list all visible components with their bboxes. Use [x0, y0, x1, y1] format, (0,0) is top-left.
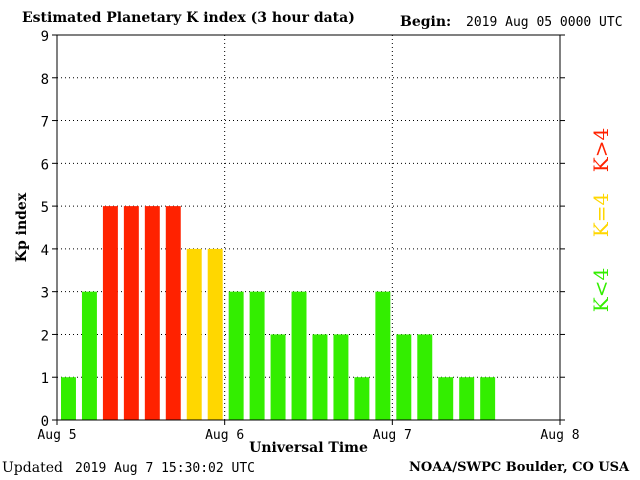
kp-bar: [480, 377, 496, 420]
begin-label: Begin:: [400, 14, 452, 30]
kp-bar: [291, 291, 307, 420]
kp-bar: [102, 206, 118, 420]
updated-value: 2019 Aug 7 15:30:02 UTC: [75, 461, 256, 476]
y-tick-label: 5: [41, 200, 49, 216]
kp-bar: [228, 291, 244, 420]
y-tick-label: 8: [41, 72, 49, 88]
kp-bar: [459, 377, 475, 420]
kp-bar: [333, 334, 349, 420]
kp-bar: [81, 291, 97, 420]
kp-bar: [354, 377, 370, 420]
kp-bar: [417, 334, 433, 420]
y-tick-label: 0: [41, 414, 49, 430]
kp-bar: [312, 334, 328, 420]
y-tick-label: 6: [41, 157, 49, 173]
x-tick-label: Aug 7: [373, 428, 412, 443]
y-tick-label: 9: [41, 29, 49, 45]
updated-label: Updated: [2, 460, 63, 476]
y-tick-label: 3: [41, 286, 49, 302]
legend-label: K=4: [589, 193, 613, 237]
chart-title: Estimated Planetary K index (3 hour data…: [22, 10, 355, 26]
x-tick-label: Aug 6: [205, 428, 244, 443]
legend-label: K>4: [589, 128, 613, 172]
kp-bar: [123, 206, 139, 420]
kp-bar: [438, 377, 454, 420]
kp-bar: [270, 334, 286, 420]
begin-value: 2019 Aug 05 0000 UTC: [466, 15, 623, 30]
plot-area: [56, 34, 561, 421]
kp-bar: [207, 248, 223, 420]
y-tick-label: 2: [41, 328, 49, 344]
y-tick-label: 7: [41, 115, 49, 131]
kp-bar: [165, 206, 181, 420]
y-tick-label: 4: [41, 243, 49, 259]
kp-bar: [144, 206, 160, 420]
kp-bar: [396, 334, 412, 420]
kp-bar: [186, 248, 202, 420]
legend-label: K<4: [589, 268, 613, 312]
y-tick-label: 1: [41, 371, 49, 387]
x-tick-label: Aug 5: [37, 428, 76, 443]
kp-bar: [375, 291, 391, 420]
credit-text: NOAA/SWPC Boulder, CO USA: [409, 460, 630, 475]
y-axis-label: Kp index: [14, 192, 30, 262]
kp-bar: [61, 377, 76, 420]
kp-bar: [249, 291, 265, 420]
x-axis-label: Universal Time: [249, 440, 368, 456]
x-tick-label: Aug 8: [540, 428, 579, 443]
